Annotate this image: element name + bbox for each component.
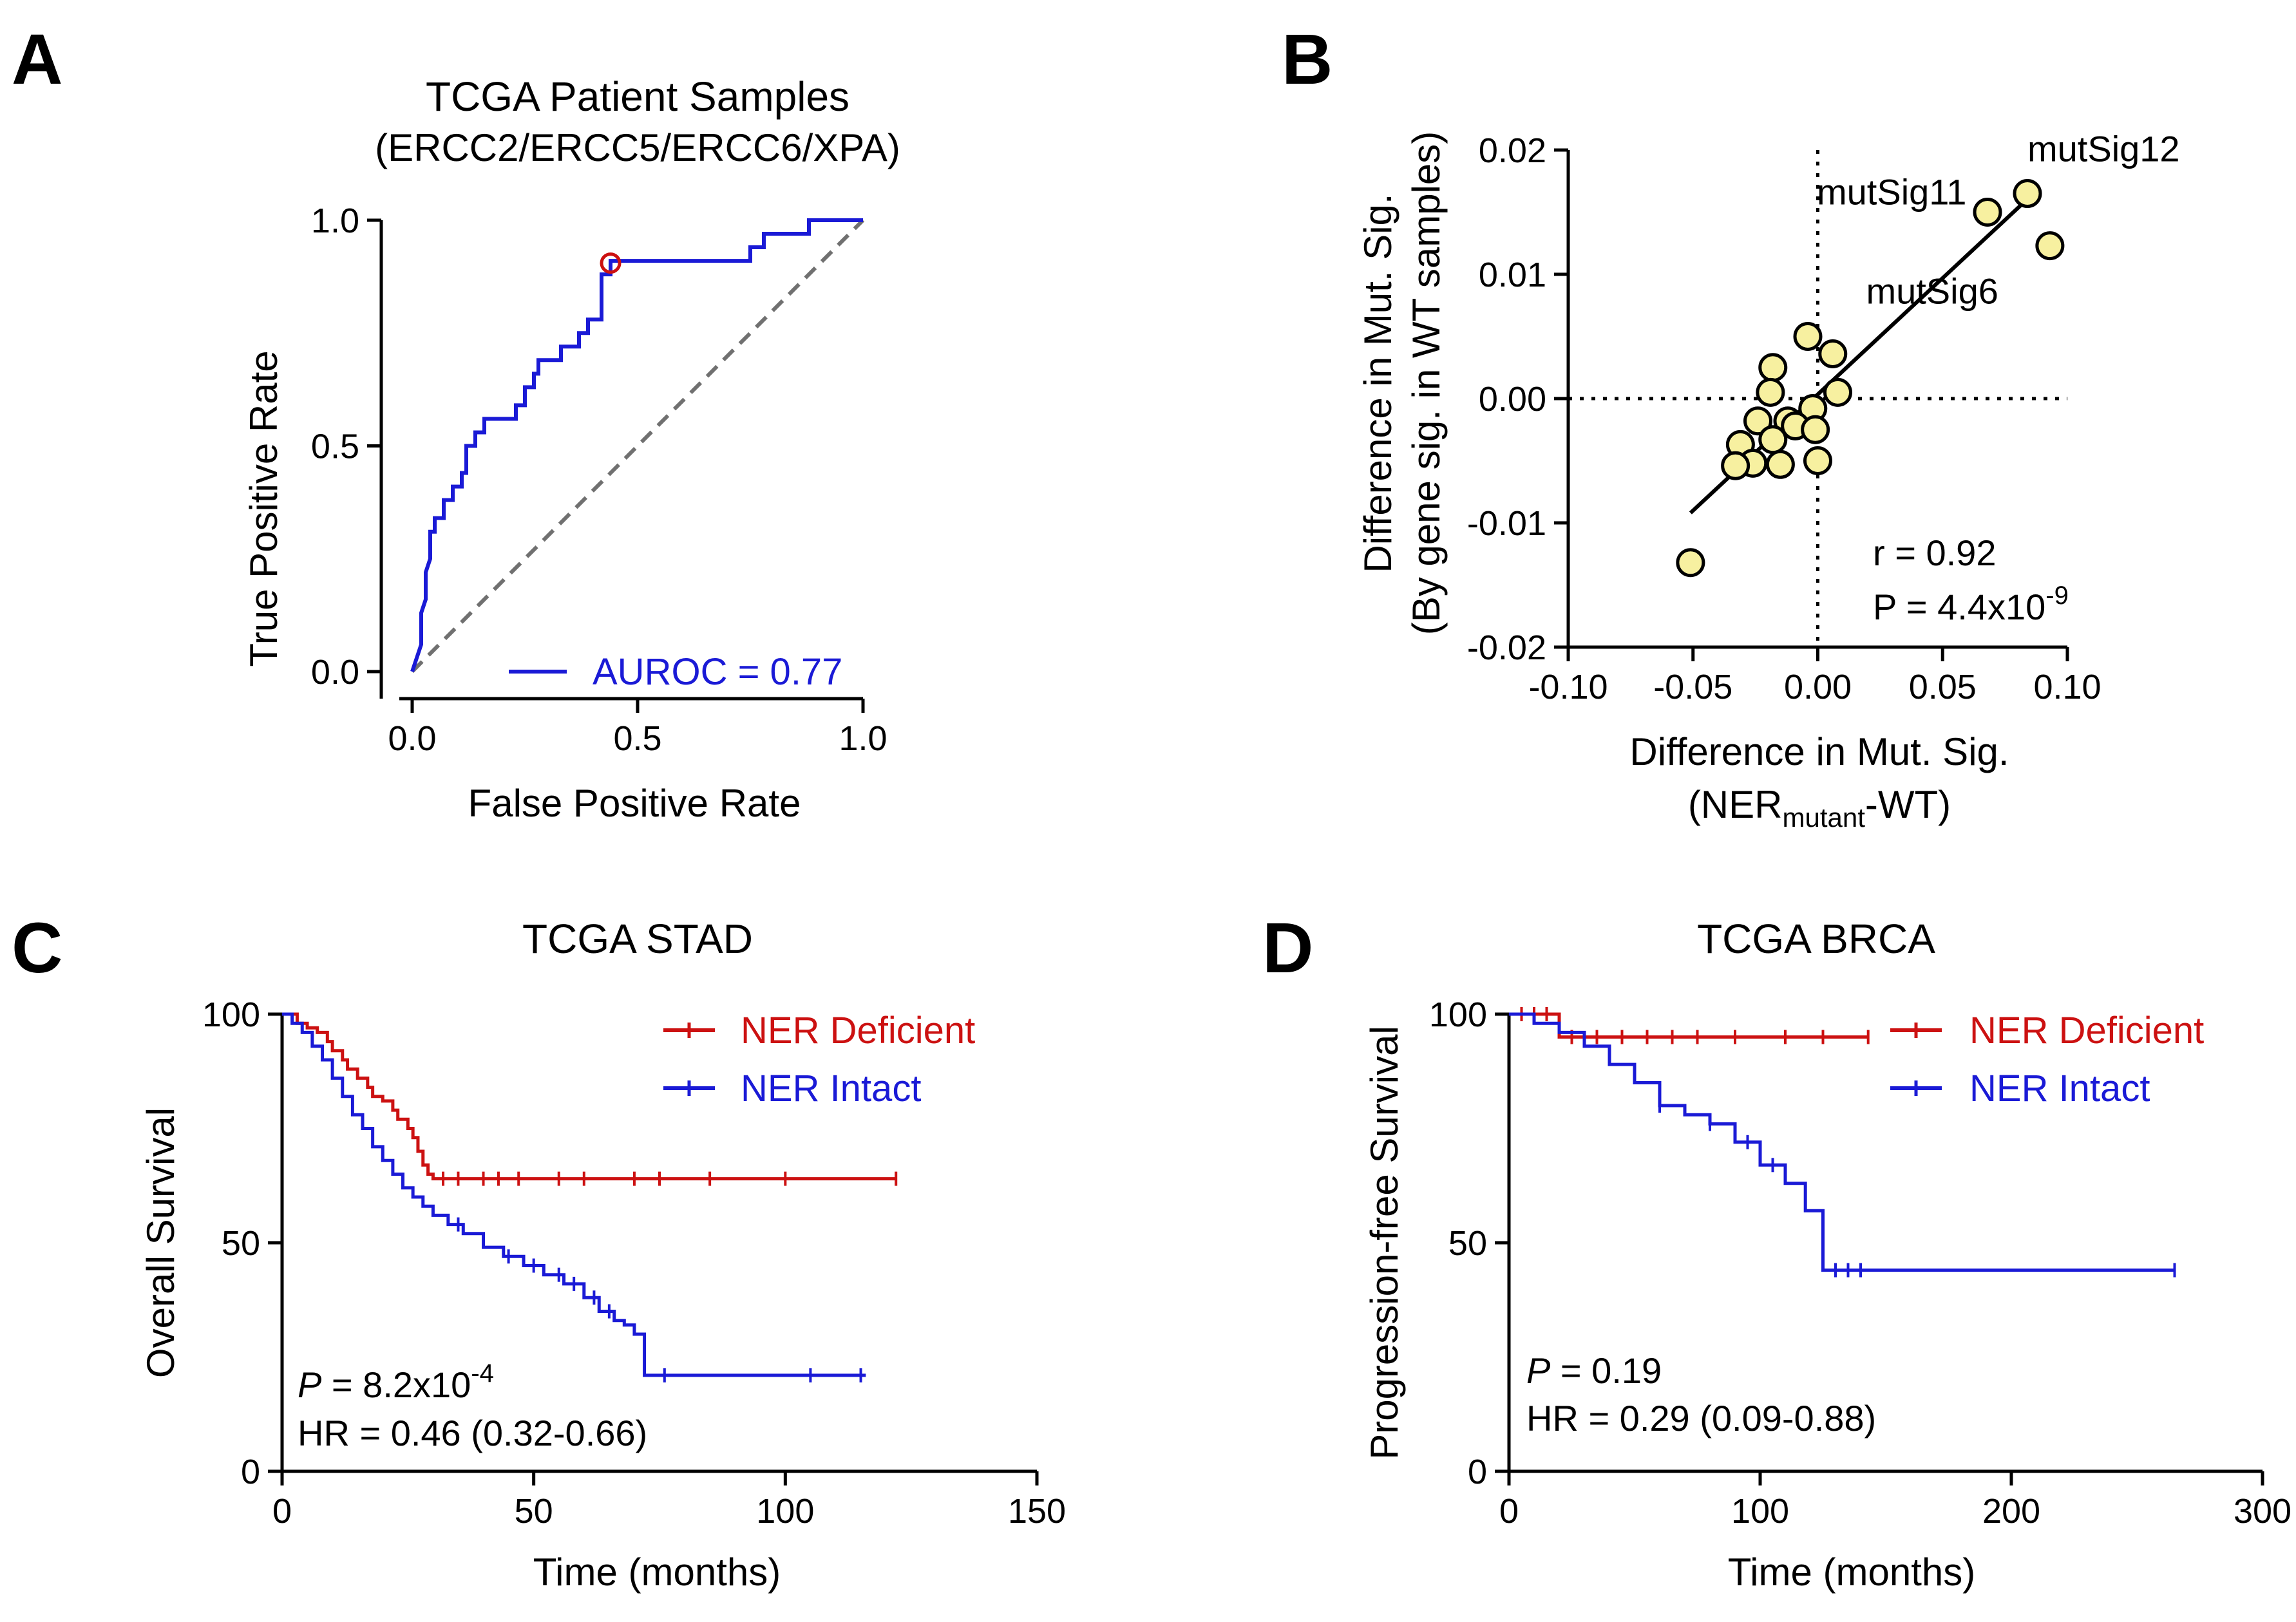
legend-auroc: AUROC = 0.77 <box>593 651 842 693</box>
point-label: mutSig11 <box>1817 172 1966 212</box>
panel-d-legend: NER Deficient NER Intact <box>1890 1010 2204 1109</box>
x-tick-label: 0.10 <box>2033 668 2101 706</box>
panel-b: B Difference in Mut. Sig. (By gene sig. … <box>1282 20 2180 833</box>
panel-c-xlabel: Time (months) <box>533 1551 781 1594</box>
x-tick-label: 100 <box>1731 1492 1789 1531</box>
x-tick-label: 100 <box>756 1492 814 1531</box>
scatter-point <box>1756 377 1785 407</box>
panel-letter-d: D <box>1262 909 1313 988</box>
panel-letter-b: B <box>1282 20 1333 99</box>
panel-c-plot <box>282 1012 898 1382</box>
y-tick-label: -0.01 <box>1467 504 1546 543</box>
panel-d-hr: HR = 0.29 (0.09-0.88) <box>1526 1398 1876 1438</box>
x-tick-label: 300 <box>2234 1492 2291 1531</box>
y-tick-label: 0.02 <box>1479 131 1546 170</box>
x-tick-label: 0 <box>1499 1492 1519 1531</box>
y-tick-label: 0 <box>1468 1453 1487 1491</box>
panel-b-xlabel: Difference in Mut. Sig. <box>1629 730 2009 773</box>
panel-c-axes: 0 50 100 150 0 50 100 <box>202 995 1066 1531</box>
legend-ner-intact: NER Intact <box>1969 1068 2150 1109</box>
y-tick-label: 0.0 <box>311 653 359 692</box>
point-label: mutSig6 <box>1866 271 1998 312</box>
chance-line <box>410 218 865 674</box>
panel-d-plot <box>1509 1007 2176 1278</box>
panel-b-ylabel: Difference in Mut. Sig. <box>1356 193 1399 572</box>
panel-a-xlabel: False Positive Rate <box>468 782 801 825</box>
panel-a-subtitle: (ERCC2/ERCC5/ERCC6/XPA) <box>375 126 900 169</box>
y-tick-label: 50 <box>1448 1224 1487 1263</box>
panel-letter-a: A <box>12 20 62 99</box>
x-tick-label: 0.05 <box>1909 668 1977 706</box>
point-label: mutSig12 <box>2027 129 2180 169</box>
scatter-point <box>1765 449 1795 479</box>
y-tick-label: 100 <box>1429 995 1487 1034</box>
x-tick-label: 50 <box>515 1492 553 1531</box>
scatter-point <box>1758 353 1788 382</box>
scatter-point <box>2013 179 2042 209</box>
y-tick-label: 100 <box>202 995 260 1034</box>
panel-letter-c: C <box>12 909 62 988</box>
scatter-point <box>1743 406 1772 436</box>
panel-a-axes: 0.0 0.5 1.0 0.0 0.5 1.0 <box>311 202 887 758</box>
scatter-point <box>1801 415 1830 444</box>
y-tick-label: 0.00 <box>1479 380 1546 419</box>
x-tick-label: -0.10 <box>1528 668 1608 706</box>
panel-c-legend: NER Deficient NER Intact <box>663 1010 975 1109</box>
scatter-point <box>1793 322 1823 351</box>
optimal-threshold-marker <box>600 252 621 274</box>
x-tick-label: 0 <box>272 1492 292 1531</box>
panel-a-legend: AUROC = 0.77 <box>509 651 842 693</box>
x-tick-label: 0.5 <box>613 719 661 758</box>
legend-ner-deficient: NER Deficient <box>1969 1010 2204 1051</box>
panel-b-axes: -0.10 -0.05 0.00 0.05 0.10 -0.02 -0.01 0.00 0.01… <box>1467 131 2102 706</box>
survival-curve <box>1509 1012 1868 1039</box>
scatter-point <box>1818 339 1848 369</box>
y-tick-label: -0.02 <box>1467 628 1546 667</box>
panel-c-title: TCGA STAD <box>522 916 753 962</box>
scatter-point <box>1973 198 2002 227</box>
panel-c-ylabel: Overall Survival <box>139 1108 182 1378</box>
survival-curve <box>1509 1012 2175 1272</box>
x-tick-label: 0.0 <box>388 719 436 758</box>
scatter-point <box>1721 451 1750 480</box>
panel-d-title: TCGA BRCA <box>1697 916 1935 962</box>
panel-b-r-value: r = 0.92 <box>1873 533 1996 573</box>
panel-d-axes: 0 100 200 300 0 50 100 <box>1429 995 2291 1531</box>
survival-curve <box>282 1012 866 1377</box>
scatter-point <box>1676 548 1705 578</box>
y-tick-label: 0.01 <box>1479 256 1546 294</box>
panel-d-xlabel: Time (months) <box>1728 1551 1976 1594</box>
scatter-point <box>2035 231 2065 261</box>
y-tick-label: 1.0 <box>311 202 359 240</box>
panel-b-p-value: P = 4.4x10-9 <box>1873 581 2069 627</box>
panel-c: C TCGA STAD Overall Survival Time (month… <box>12 909 1066 1594</box>
roc-curve <box>410 218 863 672</box>
scatter-point <box>1823 377 1852 407</box>
panel-c-p-value: P = 8.2x10-4 <box>298 1359 494 1405</box>
panel-b-ylabel-2: (By gene sig. in WT samples) <box>1405 131 1448 636</box>
panel-a-title: TCGA Patient Samples <box>426 73 849 120</box>
panel-b-plot: mutSig12 mutSig11 mutSig6 <box>1568 129 2180 647</box>
panel-a-ylabel: True Positive Rate <box>242 350 285 666</box>
x-tick-label: 1.0 <box>839 719 887 758</box>
panel-c-hr: HR = 0.46 (0.32-0.66) <box>298 1413 647 1453</box>
y-tick-label: 0 <box>241 1453 260 1491</box>
panel-a: A TCGA Patient Samples (ERCC2/ERCC5/ERCC… <box>12 20 900 825</box>
x-tick-label: -0.05 <box>1653 668 1732 706</box>
legend-ner-deficient: NER Deficient <box>741 1010 975 1051</box>
panel-d-ylabel: Progression-free Survival <box>1363 1026 1406 1460</box>
legend-ner-intact: NER Intact <box>741 1068 921 1109</box>
y-tick-label: 50 <box>222 1224 260 1263</box>
x-tick-label: 150 <box>1008 1492 1066 1531</box>
panel-b-xlabel-2: (NERmutant-WT) <box>1688 783 1951 833</box>
y-tick-label: 0.5 <box>311 428 359 466</box>
panel-d-p-value: P = 0.19 <box>1526 1350 1662 1391</box>
x-tick-label: 0.00 <box>1784 668 1852 706</box>
panel-d: D TCGA BRCA Progression-free Survival Ti… <box>1262 909 2291 1594</box>
survival-curve <box>282 1012 897 1181</box>
x-tick-label: 200 <box>1982 1492 2040 1531</box>
scatter-point <box>1803 446 1832 475</box>
panel-a-plot <box>410 218 865 674</box>
